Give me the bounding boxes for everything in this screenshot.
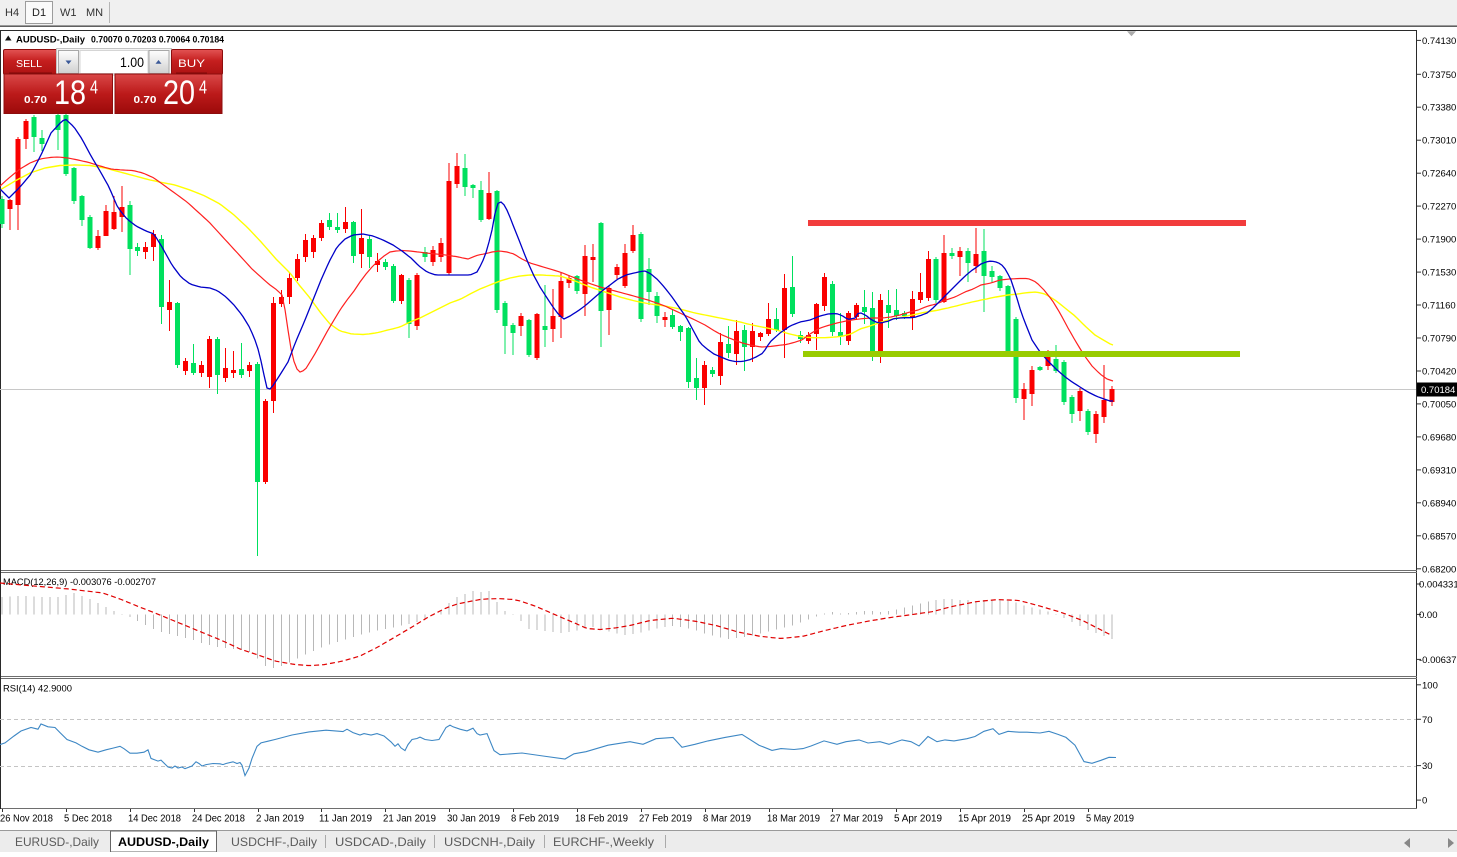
svg-text:0.68570: 0.68570 (1422, 531, 1456, 542)
svg-text:14 Dec 2018: 14 Dec 2018 (128, 814, 181, 825)
svg-text:26 Nov 2018: 26 Nov 2018 (0, 814, 53, 825)
svg-text:0.71530: 0.71530 (1422, 268, 1456, 279)
svg-text:0.74130: 0.74130 (1422, 36, 1456, 47)
svg-text:0.70420: 0.70420 (1422, 367, 1456, 378)
svg-text:5 May 2019: 5 May 2019 (1086, 814, 1134, 825)
svg-text:0.73380: 0.73380 (1422, 103, 1456, 114)
svg-text:24 Dec 2018: 24 Dec 2018 (192, 814, 245, 825)
svg-text:30: 30 (1422, 761, 1433, 772)
svg-text:0.71160: 0.71160 (1422, 301, 1456, 312)
svg-text:USDCHF-,Daily: USDCHF-,Daily (231, 835, 317, 849)
svg-text:H4: H4 (5, 7, 19, 19)
svg-text:0.73750: 0.73750 (1422, 70, 1456, 81)
svg-text:4: 4 (90, 78, 98, 98)
svg-text:0.72270: 0.72270 (1422, 202, 1456, 213)
svg-text:100: 100 (1422, 680, 1438, 691)
svg-text:0.70: 0.70 (134, 94, 157, 106)
svg-text:21 Jan 2019: 21 Jan 2019 (383, 814, 436, 825)
svg-text:0.70: 0.70 (24, 94, 47, 106)
svg-text:4: 4 (199, 78, 207, 98)
svg-text:0.68200: 0.68200 (1422, 564, 1456, 575)
svg-text:W1: W1 (60, 7, 77, 19)
svg-text:0.70050: 0.70050 (1422, 399, 1456, 410)
svg-text:-0.00637: -0.00637 (1419, 655, 1457, 666)
svg-text:18 Feb 2019: 18 Feb 2019 (575, 814, 628, 825)
svg-text:SELL: SELL (16, 58, 42, 70)
svg-text:0.00: 0.00 (1419, 610, 1438, 621)
svg-text:30 Jan 2019: 30 Jan 2019 (447, 814, 500, 825)
svg-text:5 Dec 2018: 5 Dec 2018 (64, 814, 112, 825)
svg-text:0.70790: 0.70790 (1422, 334, 1456, 345)
svg-text:8 Feb 2019: 8 Feb 2019 (511, 814, 559, 825)
svg-text:EURUSD-,Daily: EURUSD-,Daily (15, 835, 99, 849)
svg-text:RSI(14) 42.9000: RSI(14) 42.9000 (3, 684, 72, 695)
svg-text:AUDUSD-,Daily: AUDUSD-,Daily (118, 835, 209, 849)
svg-text:0: 0 (1422, 796, 1427, 807)
svg-text:0.70184: 0.70184 (1421, 385, 1455, 396)
svg-text:27 Mar 2019: 27 Mar 2019 (830, 814, 883, 825)
svg-text:8 Mar 2019: 8 Mar 2019 (703, 814, 751, 825)
svg-text:25 Apr 2019: 25 Apr 2019 (1022, 814, 1075, 825)
svg-text:15 Apr 2019: 15 Apr 2019 (958, 814, 1011, 825)
svg-text:EURCHF-,Weekly: EURCHF-,Weekly (553, 835, 654, 849)
svg-text:70: 70 (1422, 715, 1433, 726)
svg-text:1.00: 1.00 (120, 54, 144, 70)
svg-text:MACD(12,26,9) -0.003076 -0.002: MACD(12,26,9) -0.003076 -0.002707 (3, 577, 156, 588)
svg-text:11 Jan 2019: 11 Jan 2019 (319, 814, 372, 825)
svg-text:0.69680: 0.69680 (1422, 432, 1456, 443)
svg-text:18 Mar 2019: 18 Mar 2019 (767, 814, 820, 825)
svg-text:0.70070 0.70203 0.70064 0.7018: 0.70070 0.70203 0.70064 0.70184 (91, 35, 225, 46)
svg-text:MN: MN (86, 7, 103, 19)
svg-text:0.72640: 0.72640 (1422, 169, 1456, 180)
svg-text:0.004331: 0.004331 (1419, 580, 1457, 591)
svg-text:20: 20 (163, 74, 195, 112)
svg-text:27 Feb 2019: 27 Feb 2019 (639, 814, 692, 825)
svg-text:D1: D1 (32, 7, 46, 19)
svg-text:0.73010: 0.73010 (1422, 136, 1456, 147)
svg-text:AUDUSD-,Daily: AUDUSD-,Daily (16, 35, 86, 46)
svg-text:USDCAD-,Daily: USDCAD-,Daily (335, 835, 426, 849)
svg-text:2 Jan 2019: 2 Jan 2019 (256, 814, 304, 825)
svg-text:5 Apr 2019: 5 Apr 2019 (894, 814, 942, 825)
svg-text:0.71900: 0.71900 (1422, 235, 1456, 246)
svg-text:BUY: BUY (178, 58, 206, 70)
svg-text:18: 18 (54, 74, 86, 112)
svg-text:0.68940: 0.68940 (1422, 498, 1456, 509)
svg-text:USDCNH-,Daily: USDCNH-,Daily (444, 835, 535, 849)
svg-text:0.69310: 0.69310 (1422, 465, 1456, 476)
